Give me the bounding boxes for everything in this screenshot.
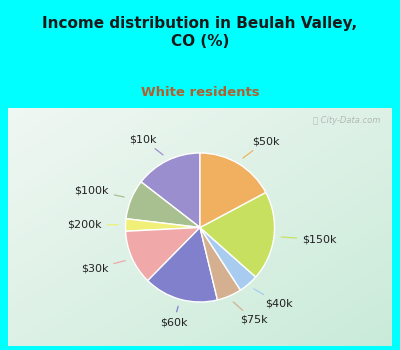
Text: Income distribution in Beulah Valley,
CO (%): Income distribution in Beulah Valley, CO… — [42, 16, 358, 49]
Text: White residents: White residents — [141, 86, 259, 99]
Text: $40k: $40k — [254, 289, 293, 309]
Text: ⓘ City-Data.com: ⓘ City-Data.com — [313, 116, 380, 125]
Text: $60k: $60k — [160, 306, 188, 327]
Wedge shape — [148, 228, 218, 302]
Wedge shape — [200, 193, 274, 277]
Text: $75k: $75k — [233, 302, 267, 325]
Wedge shape — [126, 219, 200, 231]
Wedge shape — [126, 228, 200, 281]
Text: $100k: $100k — [74, 185, 124, 197]
Wedge shape — [126, 182, 200, 228]
Wedge shape — [200, 228, 240, 300]
Wedge shape — [200, 153, 266, 228]
Text: $150k: $150k — [281, 234, 337, 245]
Text: $50k: $50k — [243, 136, 279, 158]
Wedge shape — [141, 153, 200, 228]
Wedge shape — [200, 228, 256, 290]
Text: $10k: $10k — [129, 134, 163, 155]
Text: $30k: $30k — [81, 261, 125, 274]
Text: $200k: $200k — [67, 219, 118, 229]
